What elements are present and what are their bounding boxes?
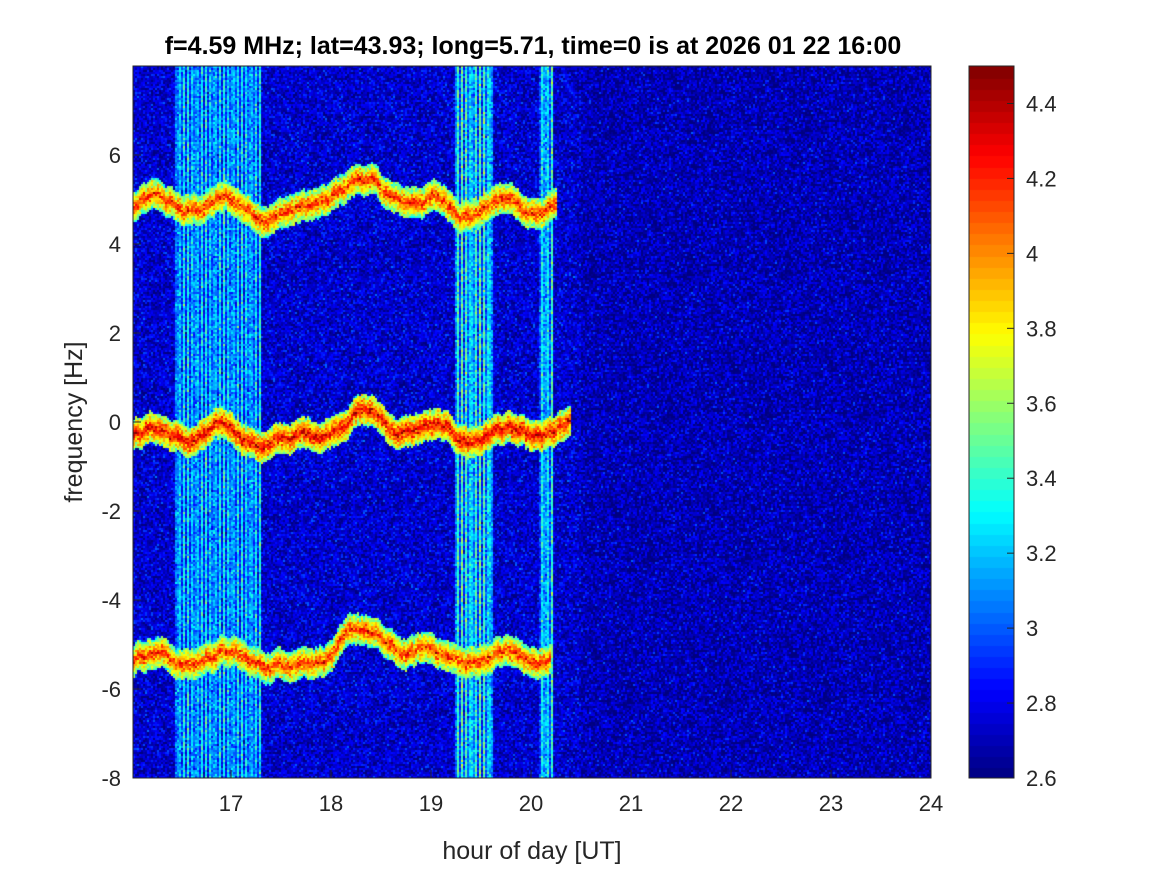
- colorbar-ticks: 2.6 2.8 3 3.2 3.4 3.6 3.8 4 4.2 4.4: [1007, 91, 1057, 791]
- colorbar-frame: [968, 65, 1015, 779]
- y-axis: -8 -6 -4 -2 0 2 4 6: [101, 143, 141, 791]
- colorbar-tick-label: 4: [1026, 241, 1038, 266]
- colorbar-tick-label: 4.2: [1026, 166, 1057, 191]
- colorbar-gradient: [969, 66, 1014, 778]
- x-tick-label: 24: [919, 791, 943, 816]
- chart-title: f=4.59 MHz; lat=43.93; long=5.71, time=0…: [165, 32, 902, 60]
- x-axis: 17 18 19 20 21 22 23 24: [219, 770, 943, 816]
- y-tick-label: 0: [109, 410, 121, 435]
- x-tick-label: 17: [219, 791, 243, 816]
- colorbar-tick-label: 4.4: [1026, 91, 1057, 116]
- colorbar: 2.6 2.8 3 3.2 3.4 3.6 3.8 4 4.2 4.4: [968, 65, 1057, 791]
- x-tick-label: 21: [619, 791, 643, 816]
- colorbar-tick-label: 2.6: [1026, 766, 1057, 791]
- x-tick-label: 22: [719, 791, 743, 816]
- x-axis-label: hour of day [UT]: [442, 837, 621, 865]
- x-tick-label: 18: [319, 791, 343, 816]
- x-tick-label: 23: [819, 791, 843, 816]
- y-tick-label: 4: [109, 232, 121, 257]
- y-tick-label: -6: [101, 677, 121, 702]
- plot-area: [132, 65, 932, 779]
- x-tick-label: 20: [519, 791, 543, 816]
- colorbar-tick-label: 3.6: [1026, 391, 1057, 416]
- y-tick-label: 2: [109, 321, 121, 346]
- colorbar-tick-label: 3.4: [1026, 466, 1057, 491]
- colorbar-tick-label: 3.2: [1026, 541, 1057, 566]
- colorbar-tick-label: 3: [1026, 616, 1038, 641]
- y-tick-label: -4: [101, 588, 121, 613]
- colorbar-tick-label: 2.8: [1026, 691, 1057, 716]
- y-tick-label: -8: [101, 766, 121, 791]
- colorbar-tick-label: 3.8: [1026, 316, 1057, 341]
- y-tick-label: -2: [101, 499, 121, 524]
- y-axis-label: frequency [Hz]: [60, 341, 88, 502]
- x-tick-label: 19: [419, 791, 443, 816]
- y-tick-label: 6: [109, 143, 121, 168]
- heatmap-image: [133, 66, 931, 778]
